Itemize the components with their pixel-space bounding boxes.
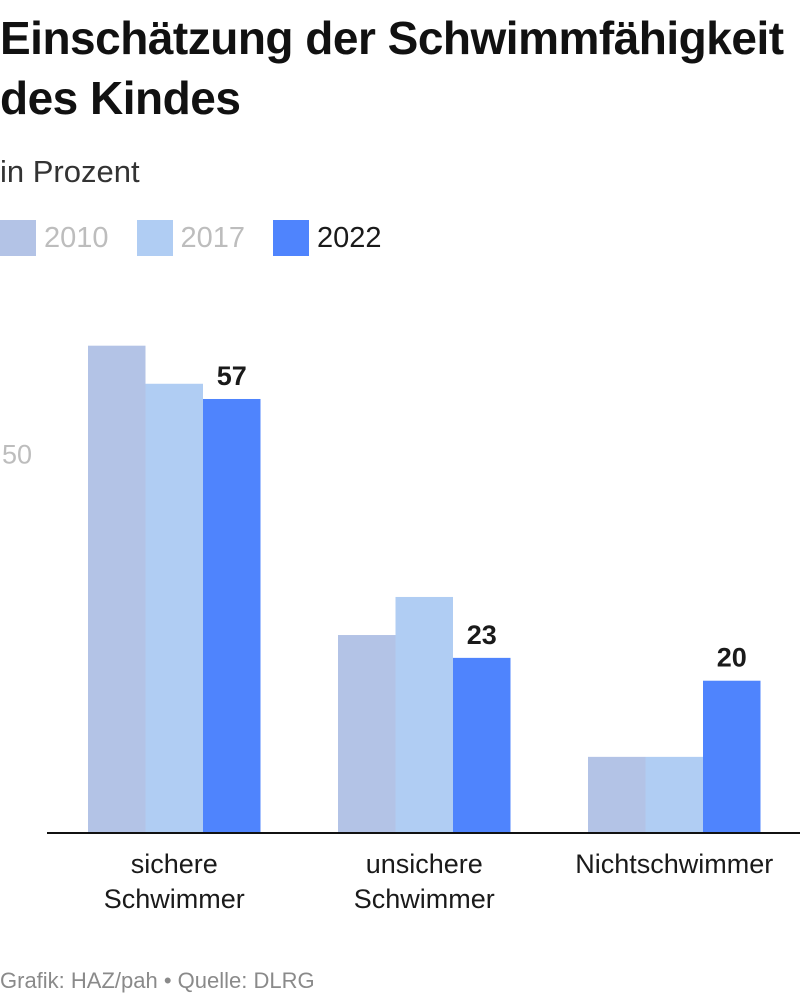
category-label-line: unsichere [366,849,483,879]
category-label-line: Nichtschwimmer [575,849,773,879]
bar-2010-2 [588,756,646,833]
chart-footer: Grafik: HAZ/pah • Quelle: DLRG [0,968,315,993]
bar-chart: 50 57 23 20 sichere Schwimmer unsichere Schwimm… [2,345,800,914]
category-label-line: Schwimmer [104,884,245,914]
bar-2022-2 [703,680,761,833]
bar-2010-1 [338,635,396,833]
bar-2017-2 [645,756,703,833]
legend-swatch-2017 [136,220,173,256]
legend-label-2022: 2022 [317,222,382,254]
legend-label-2017: 2017 [180,222,246,254]
data-label-1: 23 [467,620,497,650]
category-label-2: Nichtschwimmer [575,849,773,879]
legend-item-2017: 2017 [136,220,246,256]
bar-2010-0 [88,345,146,833]
legend-label-2010: 2010 [44,222,109,254]
bar-2022-0 [203,398,261,833]
legend-item-2010: 2010 [0,220,109,256]
bar-2017-0 [145,383,203,833]
legend: 2010 2017 2022 [0,218,410,258]
data-label-0: 57 [217,361,247,391]
data-label-2: 20 [717,643,747,673]
category-label-line: Schwimmer [354,884,495,914]
category-label-0: sichere Schwimmer [104,849,245,914]
category-label-1: unsichere Schwimmer [354,849,495,914]
chart-subtitle: in Prozent [0,154,140,189]
bar-2017-1 [395,596,453,833]
legend-swatch-2010 [0,220,36,256]
legend-swatch-2022 [273,220,310,256]
chart-title: Einschätzung der Schwimmfähigkeit des Ki… [0,12,784,124]
y-tick-label-0: 50 [2,439,32,469]
category-label-line: sichere [131,849,218,879]
legend-item-2022: 2022 [273,220,382,256]
bar-2022-1 [453,657,511,833]
